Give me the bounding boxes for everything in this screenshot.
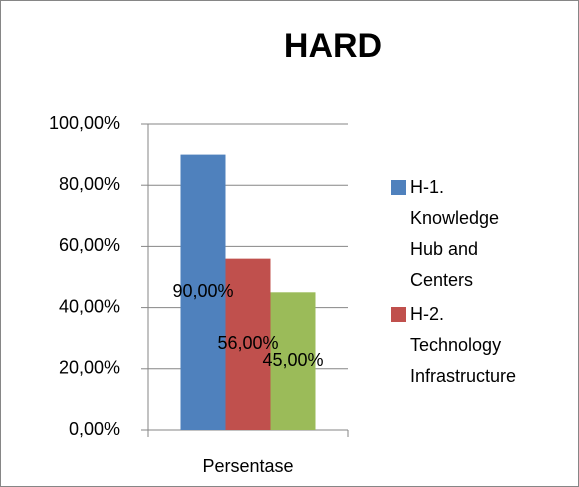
y-tick-label: 20,00% [59,358,120,378]
bar [270,292,316,430]
y-tick-label: 40,00% [59,296,120,316]
bar [180,154,226,430]
y-tick-label: 60,00% [59,235,120,255]
data-label: 45,00% [262,350,323,370]
legend-label: H-2. Technology Infrastructure [410,304,517,386]
y-tick-label: 0,00% [69,419,120,439]
y-tick-label: 100,00% [49,113,120,133]
chart-title: HARD [284,27,382,65]
data-label: 90,00% [172,281,233,301]
legend-swatch [391,307,406,322]
legend-swatch [391,180,406,195]
legend-label: H-1. Knowledge Hub and Centers [410,177,500,290]
y-tick-label: 80,00% [59,174,120,194]
bar [225,258,271,430]
data-label: 56,00% [217,333,278,353]
x-tick-label: Persentase [202,456,293,476]
